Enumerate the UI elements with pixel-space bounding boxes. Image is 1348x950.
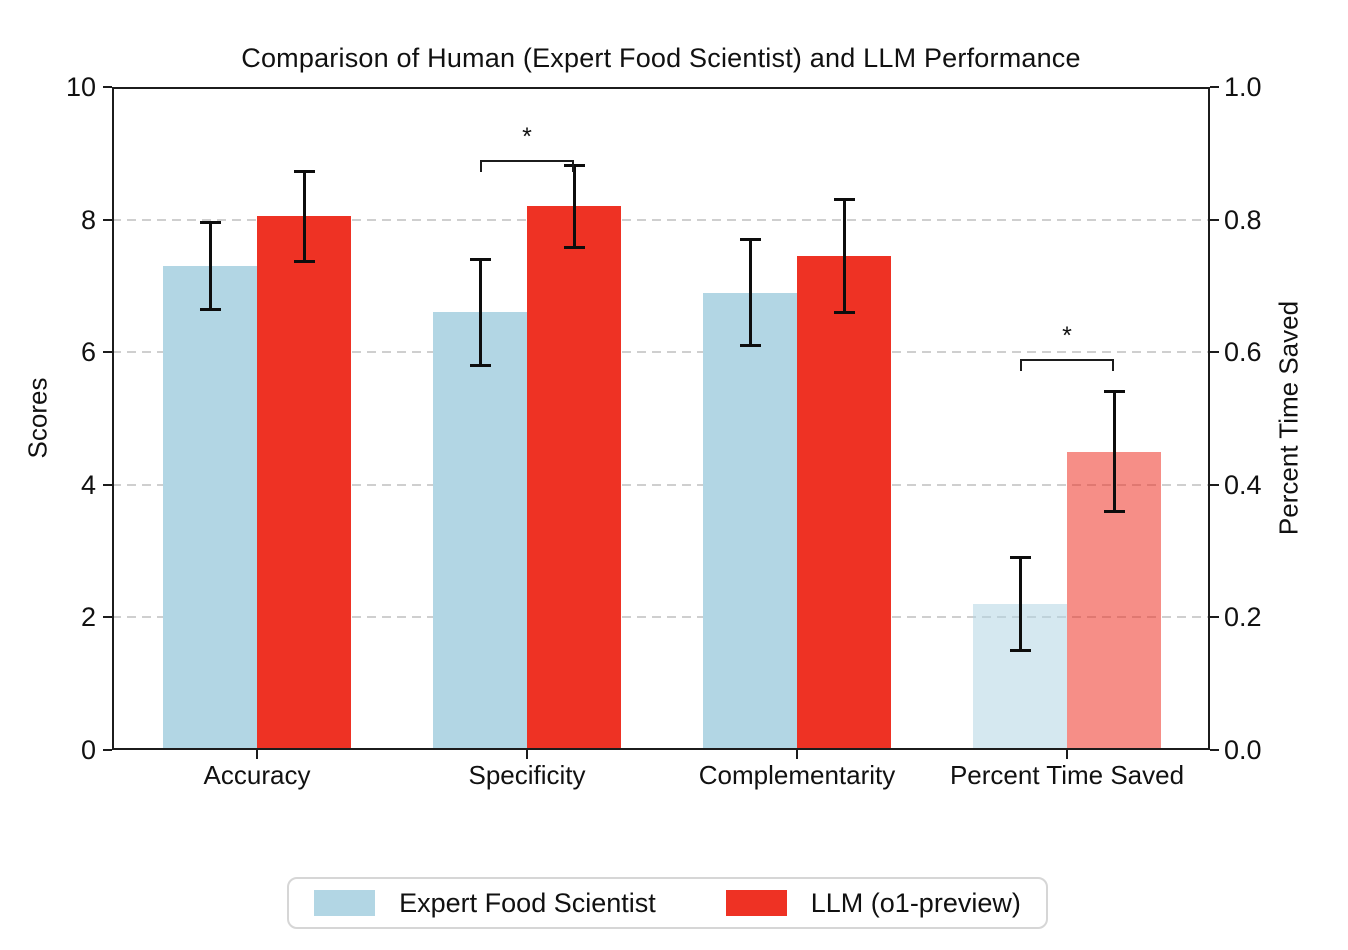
right-tick-label: 0.6 [1224,337,1262,368]
right-tick [1210,351,1219,354]
bar-expert-food-scientist-specificity [433,312,527,750]
right-axis-label: Percent Time Saved [1273,300,1304,536]
category-label-specificity: Specificity [468,760,586,790]
significance-bracket [480,159,574,162]
bottom-tick [796,750,798,759]
chart-title: Comparison of Human (Expert Food Scienti… [241,43,1081,73]
error-bar-cap [469,257,491,261]
gridline [112,351,1210,354]
left-tick-label: 10 [65,72,96,102]
left-tick-label: 4 [80,469,96,500]
error-bar-cap [563,163,585,167]
right-tick-label: 1.0 [1224,72,1262,102]
error-bar-cap [199,307,221,311]
gridline [112,218,1210,221]
error-bar-cap [1103,509,1125,513]
error-bar-cap [1009,556,1031,560]
left-tick [103,483,112,486]
left-tick [103,616,112,619]
significance-star: * [522,122,532,151]
significance-bracket-end [1020,358,1022,371]
right-tick-label: 0.0 [1224,735,1262,765]
significance-bracket [1020,358,1114,361]
category-label-complementarity: Complementarity [698,760,896,790]
legend-swatch [725,890,787,916]
left-tick-label: 0 [80,735,96,765]
bar-llm-o1-preview--specificity [527,206,621,750]
error-bar-cap [833,198,855,202]
bottom-tick [1066,750,1068,759]
left-tick [103,86,112,88]
significance-bracket-end [480,159,482,172]
left-tick [103,749,112,751]
gridline [112,483,1210,486]
left-tick-label: 6 [80,337,96,368]
right-tick [1210,483,1219,486]
left-tick-label: 8 [80,204,96,235]
right-tick [1210,86,1219,88]
error-bar [1112,391,1116,512]
legend: Expert Food Scientist LLM (o1-preview) [287,877,1048,929]
right-tick-label: 0.2 [1224,602,1262,633]
significance-bracket-end [1112,358,1114,371]
error-bar-cap [1103,390,1125,394]
legend-label: LLM (o1-preview) [810,887,1021,918]
error-bar-cap [469,363,491,367]
error-bar-cap [563,245,585,249]
right-tick [1210,218,1219,221]
error-bar [302,171,306,262]
left-tick [103,351,112,354]
bar-llm-o1-preview--complementarity [797,256,891,750]
right-tick [1210,749,1219,751]
left-tick [103,218,112,221]
right-tick [1210,616,1219,619]
category-label-percent-time-saved: Percent Time Saved [949,760,1185,790]
left-axis-label: Scores [22,377,53,459]
right-tick-label: 0.8 [1224,204,1262,235]
right-tick-label: 0.4 [1224,469,1262,500]
error-bar [572,165,576,248]
error-bar-cap [293,259,315,263]
bar-expert-food-scientist-accuracy [163,266,257,750]
error-bar-cap [293,169,315,173]
gridline [112,616,1210,619]
error-bar-cap [739,344,761,348]
bottom-tick [526,750,528,759]
error-bar-cap [833,310,855,314]
error-bar-cap [739,237,761,241]
category-label-accuracy: Accuracy [203,760,311,790]
legend-label: Expert Food Scientist [399,887,656,918]
legend-entry-llm-o1-preview-: LLM (o1-preview) [725,887,1021,919]
error-bar-cap [199,221,221,225]
bottom-tick [256,750,258,759]
significance-bracket-end [572,159,574,172]
error-bar [842,199,846,313]
bar-llm-o1-preview--accuracy [257,216,351,750]
error-bar [208,222,212,310]
error-bar [478,259,482,366]
error-bar-cap [1009,649,1031,653]
legend-entry-expert-food-scientist: Expert Food Scientist [314,888,656,919]
error-bar [1018,557,1022,651]
error-bar [748,239,752,346]
bar-expert-food-scientist-complementarity [703,292,797,750]
left-tick-label: 2 [80,602,96,633]
significance-star: * [1062,321,1072,350]
legend-swatch [314,890,376,916]
